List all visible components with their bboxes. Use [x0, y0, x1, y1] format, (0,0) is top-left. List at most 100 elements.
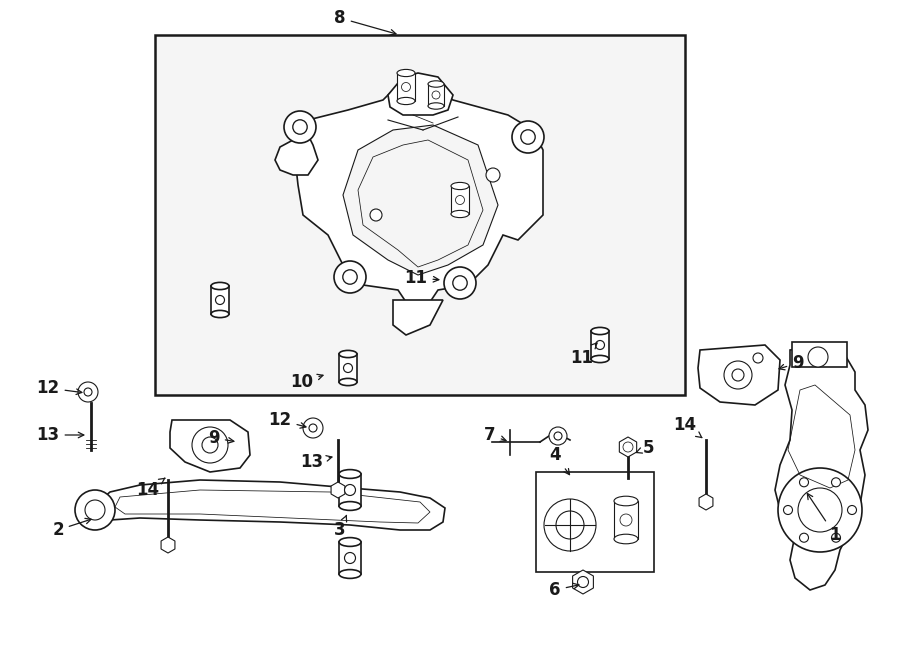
Circle shape	[284, 111, 316, 143]
Bar	[591, 331, 609, 359]
Circle shape	[832, 478, 841, 486]
Polygon shape	[775, 345, 868, 590]
Circle shape	[623, 442, 633, 452]
Bar	[339, 474, 361, 506]
Ellipse shape	[428, 103, 444, 109]
Circle shape	[724, 361, 752, 389]
Circle shape	[370, 209, 382, 221]
Text: 5: 5	[636, 439, 653, 457]
Ellipse shape	[451, 182, 469, 190]
Text: 12: 12	[268, 411, 306, 429]
Circle shape	[343, 270, 357, 284]
Ellipse shape	[614, 534, 638, 544]
Text: 10: 10	[291, 373, 323, 391]
Circle shape	[345, 485, 356, 496]
Bar	[451, 186, 469, 214]
Ellipse shape	[591, 356, 609, 363]
Bar	[211, 286, 229, 314]
Bar	[155, 35, 685, 395]
Circle shape	[192, 427, 228, 463]
Bar	[397, 73, 415, 101]
Text: 14: 14	[137, 478, 165, 499]
Circle shape	[732, 369, 744, 381]
Polygon shape	[393, 300, 443, 335]
Polygon shape	[388, 73, 453, 115]
Bar	[339, 542, 361, 574]
Circle shape	[799, 533, 808, 542]
Ellipse shape	[591, 327, 609, 334]
Circle shape	[202, 437, 218, 453]
Circle shape	[808, 347, 828, 367]
Circle shape	[292, 120, 307, 134]
Circle shape	[344, 364, 353, 373]
Circle shape	[544, 499, 596, 551]
Ellipse shape	[428, 81, 444, 87]
Circle shape	[578, 576, 589, 588]
Text: 6: 6	[549, 581, 579, 599]
Circle shape	[778, 468, 862, 552]
Circle shape	[432, 91, 440, 99]
Ellipse shape	[614, 496, 638, 506]
Circle shape	[556, 511, 584, 539]
Circle shape	[444, 267, 476, 299]
Circle shape	[549, 427, 567, 445]
Circle shape	[334, 261, 366, 293]
Polygon shape	[343, 125, 498, 275]
Circle shape	[85, 500, 105, 520]
Text: 4: 4	[549, 446, 570, 475]
Ellipse shape	[397, 69, 415, 77]
Ellipse shape	[397, 97, 415, 104]
Text: 1: 1	[807, 494, 841, 544]
Circle shape	[554, 432, 562, 440]
Circle shape	[345, 553, 356, 563]
Bar	[792, 342, 847, 367]
Circle shape	[486, 168, 500, 182]
Text: 9: 9	[208, 429, 234, 447]
Circle shape	[784, 506, 793, 514]
Text: 2: 2	[52, 518, 91, 539]
Ellipse shape	[211, 282, 229, 290]
Polygon shape	[170, 420, 250, 472]
Text: 9: 9	[779, 354, 804, 372]
Circle shape	[455, 196, 464, 204]
Text: 7: 7	[484, 426, 506, 444]
Circle shape	[75, 490, 115, 530]
Text: 3: 3	[334, 516, 346, 539]
Circle shape	[453, 276, 467, 290]
Circle shape	[84, 388, 92, 396]
Circle shape	[78, 382, 98, 402]
Bar	[614, 501, 638, 539]
Circle shape	[303, 418, 323, 438]
Ellipse shape	[211, 311, 229, 317]
Text: 8: 8	[334, 9, 396, 35]
Text: 14: 14	[673, 416, 702, 438]
Circle shape	[799, 478, 808, 486]
Ellipse shape	[339, 537, 361, 547]
Text: 13: 13	[301, 453, 332, 471]
Circle shape	[521, 130, 535, 144]
Circle shape	[798, 488, 842, 532]
Text: 12: 12	[36, 379, 82, 397]
Bar	[428, 84, 444, 106]
Ellipse shape	[339, 378, 357, 385]
Ellipse shape	[451, 210, 469, 217]
Circle shape	[832, 533, 841, 542]
Circle shape	[753, 353, 763, 363]
Ellipse shape	[339, 350, 357, 358]
Text: 11: 11	[404, 269, 439, 287]
Bar	[536, 472, 654, 572]
Text: 13: 13	[36, 426, 84, 444]
Text: 11: 11	[571, 343, 597, 367]
Ellipse shape	[339, 570, 361, 578]
Polygon shape	[95, 480, 445, 530]
Polygon shape	[293, 80, 543, 315]
Circle shape	[309, 424, 317, 432]
Circle shape	[215, 295, 224, 305]
Ellipse shape	[339, 469, 361, 479]
Circle shape	[620, 514, 632, 526]
Ellipse shape	[339, 502, 361, 510]
Polygon shape	[275, 135, 318, 175]
Circle shape	[596, 340, 605, 350]
Bar	[339, 354, 357, 382]
Circle shape	[401, 83, 410, 91]
